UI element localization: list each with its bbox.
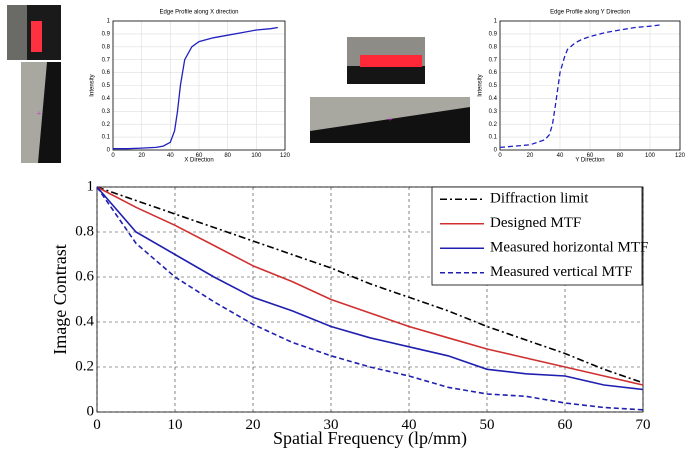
y-axis-label: Intensity [90,74,96,96]
data-line [113,26,278,150]
photo-gray-area [21,62,47,163]
y-tick-label: 0.4 [489,96,498,102]
plot-frame [96,186,644,413]
x-axis-label: Y Direction [575,158,604,164]
data-line [499,24,661,149]
photo-edge [7,5,27,60]
legend-label: Diffraction limit [490,191,589,207]
y-tick-label: 0 [107,148,111,154]
x-axis-label: Spatial Frequency (lp/mm) [273,428,467,449]
y-tick-label: 0.7 [102,57,111,63]
x-tick-label: 80 [224,153,231,159]
x-tick-label: 100 [251,153,262,159]
x-tick-label: 0 [93,417,101,433]
y-tick-label: 0.2 [102,122,111,128]
x-tick-label: 80 [617,153,624,159]
x-tick-label: 120 [280,153,291,159]
y-tick-label: 1 [494,19,498,25]
data-line [96,186,644,411]
y-tick-label: 0.9 [102,31,111,37]
y-axis-label: Image Contrast [50,244,70,354]
chart: 0 10 20 30 40 50 60 70 0 0.2 0.4 0.6 0.8 1 Spatial Fre… [50,178,650,449]
x-tick-label: 20 [246,417,261,433]
x-tick-label: 30 [324,417,339,433]
data-line [96,186,644,384]
x-tick-label: 40 [557,153,564,159]
y-tick-label: 0.5 [102,83,111,89]
y-tick-label: 1 [87,178,95,194]
x-tick-label: 40 [167,153,174,159]
y-tick-label: 0.3 [489,109,498,115]
x-tick-label: 60 [587,153,594,159]
chart: 0 20 40 60 80 100 120 0 0.1 0.2 0.3 0.4 0.5 0.6 0.7 0.8… [90,10,291,164]
y-tick-label: 0.3 [102,109,111,115]
y-tick-label: 0.9 [489,31,498,37]
data-line [96,186,644,386]
y-tick-label: 1 [107,19,111,25]
y-tick-label: 0.8 [75,223,94,239]
y-tick-label: 0 [494,148,498,154]
x-tick-label: 20 [138,153,145,159]
marker: + [388,115,393,124]
chart: 0 20 40 60 80 100 120 0 0.1 0.2 0.3 0.4 0.5 0.6 0.7 0.8… [478,10,686,164]
x-tick-label: 50 [480,417,495,433]
x-tick-label: 40 [402,417,417,433]
y-tick-label: 0.2 [489,122,498,128]
y-tick-label: 0.6 [102,70,111,76]
legend-label: Designed MTF [490,215,581,231]
y-tick-label: 0.1 [489,135,498,141]
y-tick-label: 0.7 [489,57,498,63]
x-axis-label: X Direction [184,158,213,164]
x-tick-label: 60 [558,417,573,433]
x-tick-label: 10 [168,417,183,433]
y-tick-label: 0.8 [102,44,111,50]
chart-title: Edge Profile along Y Direction [550,10,630,16]
x-tick-label: 0 [111,153,115,159]
x-tick-label: 70 [636,417,651,433]
y-tick-label: 0.6 [75,268,94,284]
plot-frame [499,20,681,151]
legend-label: Measured horizontal MTF [490,240,648,256]
y-axis-label: Intensity [478,74,484,96]
y-tick-label: 0.8 [489,44,498,50]
data-line [96,186,644,391]
y-tick-label: 0.5 [489,83,498,89]
x-tick-label: 0 [498,153,502,159]
x-tick-label: 120 [675,153,686,159]
photo-gray-area [310,97,470,131]
y-tick-label: 0.4 [102,96,111,102]
legend-box [431,186,643,286]
y-tick-label: 0.6 [489,70,498,76]
x-tick-label: 60 [196,153,203,159]
plot-frame [112,20,286,151]
photo-red-mark [31,21,42,52]
photos: + + [7,5,470,163]
marker: + [37,109,42,118]
photo-red-mark [360,55,422,67]
y-tick-label: 0.1 [102,135,111,141]
x-tick-label: 100 [645,153,656,159]
y-tick-label: 0 [87,403,95,419]
y-tick-label: 0.4 [75,313,94,329]
chart-title: Edge Profile along X direction [159,10,238,16]
legend-label: Measured vertical MTF [490,264,632,280]
y-tick-label: 0.2 [75,358,94,374]
photo-dark-area [347,66,425,84]
x-tick-label: 20 [527,153,534,159]
